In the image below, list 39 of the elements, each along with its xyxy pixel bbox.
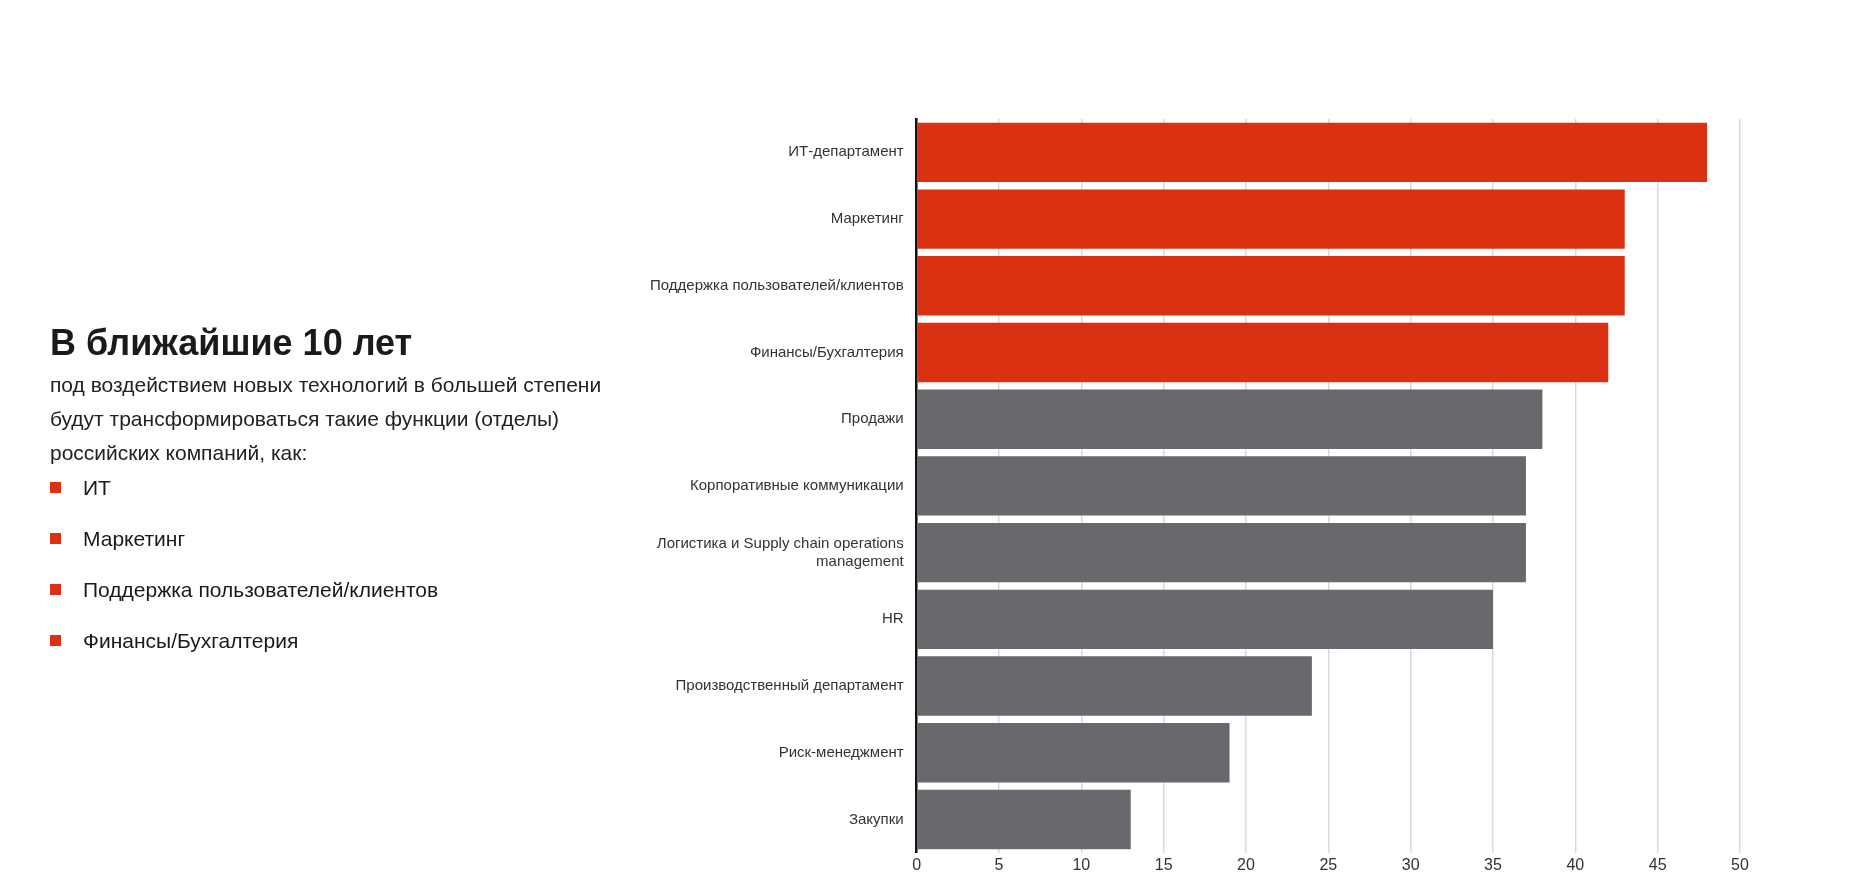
x-tick-label: 45	[1648, 855, 1667, 873]
y-tick-label: ИТ-департамент	[788, 142, 904, 160]
y-tick-label: Маркетинг	[830, 209, 905, 227]
bar	[917, 589, 1493, 649]
x-tick-label: 30	[1401, 855, 1420, 873]
x-tick-label: 20	[1237, 855, 1255, 873]
bar	[917, 256, 1625, 316]
x-tick-label: 50	[1731, 855, 1749, 873]
bar	[917, 389, 1543, 449]
x-tick-label: 0	[912, 855, 922, 873]
y-tick-label: Поддержка пользователей/клиентов	[649, 275, 904, 293]
bar	[917, 322, 1609, 383]
y-tick-label: HR	[882, 609, 904, 627]
text: Поддержка пользователей/клиентов	[83, 578, 439, 602]
bar	[917, 522, 1526, 583]
y-tick-label: Логистика и Supply chain operations management	[656, 533, 905, 569]
y-tick-label: Корпоративные коммуникации	[690, 476, 904, 494]
y-tick-label: Закупки	[848, 809, 904, 827]
x-tick-label: 35	[1484, 855, 1502, 873]
text: ИТ	[83, 476, 111, 500]
bar	[917, 122, 1708, 183]
x-tick-label: 15	[1154, 855, 1173, 873]
y-tick-label: Производственный департамент	[675, 676, 904, 694]
text: Маркетинг	[83, 527, 186, 551]
text: Финансы/Бухгалтерия	[83, 629, 299, 653]
x-tick-label: 5	[994, 855, 1004, 873]
text: В ближайшие 10 лет	[50, 322, 414, 364]
bar	[917, 723, 1230, 783]
x-tick-label: 25	[1319, 855, 1338, 873]
y-tick-label: Риск-менеджмент	[778, 742, 904, 760]
x-tick-label: 10	[1072, 855, 1091, 873]
x-tick-label: 40	[1566, 855, 1585, 873]
y-tick-label: Финансы/Бухгалтерия	[749, 342, 904, 360]
y-tick-label: Продажи	[841, 409, 904, 427]
bar	[917, 189, 1625, 249]
bar	[917, 656, 1312, 716]
bar	[917, 456, 1526, 516]
bar	[917, 789, 1131, 850]
text: под воздействием новых технологий в большей степени будут трансформироваться такие функции (отделы) российских компаний, как:	[50, 372, 603, 466]
